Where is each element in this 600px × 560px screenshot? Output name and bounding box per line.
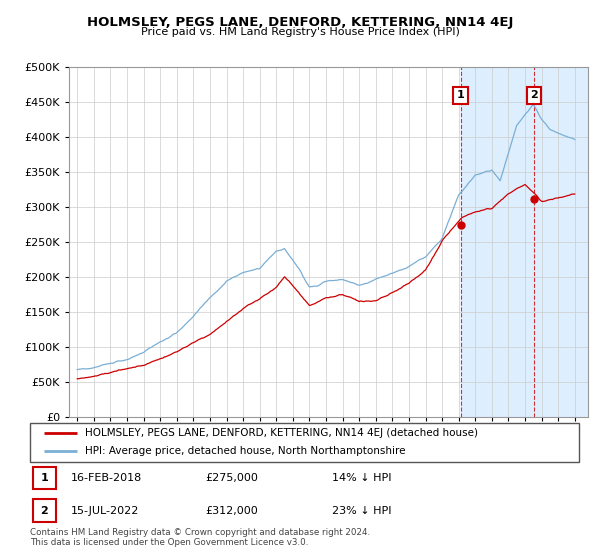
Text: 1: 1 [457, 90, 464, 100]
FancyBboxPatch shape [30, 423, 579, 462]
Text: 23% ↓ HPI: 23% ↓ HPI [332, 506, 391, 516]
Text: £312,000: £312,000 [206, 506, 259, 516]
Text: Contains HM Land Registry data © Crown copyright and database right 2024.
This d: Contains HM Land Registry data © Crown c… [30, 528, 370, 547]
Text: 16-FEB-2018: 16-FEB-2018 [71, 473, 142, 483]
Text: 15-JUL-2022: 15-JUL-2022 [71, 506, 140, 516]
Text: HPI: Average price, detached house, North Northamptonshire: HPI: Average price, detached house, Nort… [85, 446, 406, 456]
FancyBboxPatch shape [33, 500, 56, 522]
FancyBboxPatch shape [33, 466, 56, 489]
Text: 14% ↓ HPI: 14% ↓ HPI [332, 473, 391, 483]
Text: £275,000: £275,000 [206, 473, 259, 483]
Text: HOLMSLEY, PEGS LANE, DENFORD, KETTERING, NN14 4EJ (detached house): HOLMSLEY, PEGS LANE, DENFORD, KETTERING,… [85, 428, 478, 438]
Bar [461, 67, 588, 417]
Text: HOLMSLEY, PEGS LANE, DENFORD, KETTERING, NN14 4EJ: HOLMSLEY, PEGS LANE, DENFORD, KETTERING,… [87, 16, 513, 29]
Text: 1: 1 [40, 473, 48, 483]
Text: Price paid vs. HM Land Registry's House Price Index (HPI): Price paid vs. HM Land Registry's House … [140, 27, 460, 37]
Text: 2: 2 [530, 90, 538, 100]
Text: 2: 2 [40, 506, 48, 516]
